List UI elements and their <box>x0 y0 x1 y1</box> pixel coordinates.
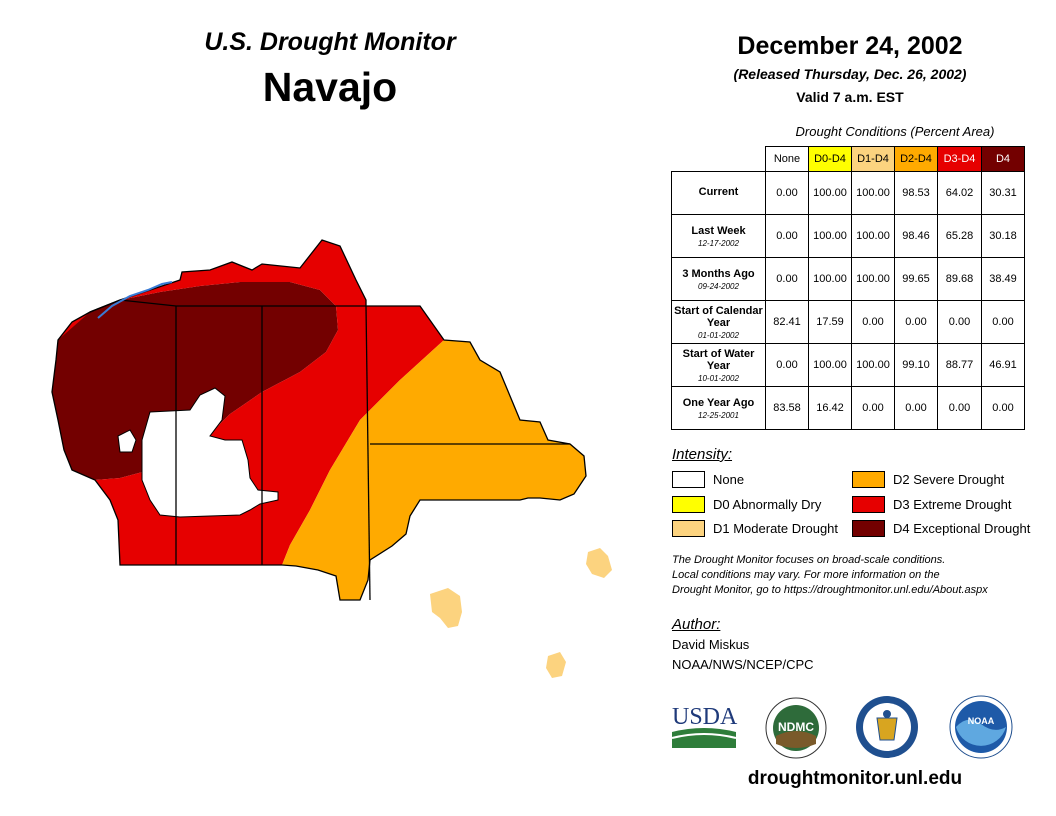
cell-value: 83.58 <box>765 386 809 430</box>
legend-item-d3: D3 Extreme Drought <box>852 496 1012 513</box>
cell-value: 100.00 <box>808 343 852 387</box>
region-none-pocket <box>117 429 137 453</box>
cell-value: 30.18 <box>981 214 1025 258</box>
cell-value: 98.53 <box>894 171 938 215</box>
table-row: One Year Ago 12-25-2001 83.58 16.42 0.00 … <box>671 386 1025 430</box>
drought-stats-table: None D0-D4 D1-D4 D2-D4 D3-D4 D4 Current … <box>671 146 1025 430</box>
cell-value: 98.46 <box>894 214 938 258</box>
valid-time: Valid 7 a.m. EST <box>796 89 904 105</box>
cell-value: 0.00 <box>937 300 982 344</box>
cell-value: 0.00 <box>981 300 1025 344</box>
cell-value: 38.49 <box>981 257 1025 301</box>
cell-value: 0.00 <box>851 386 895 430</box>
cell-value: 16.42 <box>808 386 852 430</box>
legend-swatch <box>672 496 705 513</box>
legend-swatch <box>672 471 705 488</box>
legend-swatch <box>852 520 885 537</box>
cell-value: 100.00 <box>808 171 852 215</box>
row-label: Current <box>671 171 766 215</box>
legend-item-d4: D4 Exceptional Drought <box>852 520 1030 537</box>
cell-value: 0.00 <box>894 300 938 344</box>
row-label: One Year Ago 12-25-2001 <box>671 386 766 430</box>
legend-swatch <box>852 496 885 513</box>
author-org: NOAA/NWS/NCEP/CPC <box>672 657 814 672</box>
cell-value: 65.28 <box>937 214 982 258</box>
cell-value: 100.00 <box>851 257 895 301</box>
col-header: D2-D4 <box>894 146 938 172</box>
legend-item-d0: D0 Abnormally Dry <box>672 496 821 513</box>
cell-value: 64.02 <box>937 171 982 215</box>
map-date: December 24, 2002 <box>737 32 963 60</box>
region-title: Navajo <box>262 64 398 110</box>
row-label: 3 Months Ago 09-24-2002 <box>671 257 766 301</box>
cell-value: 82.41 <box>765 300 809 344</box>
cell-value: 100.00 <box>851 214 895 258</box>
author-title: Author: <box>672 616 721 633</box>
table-row: 3 Months Ago 09-24-2002 0.00 100.00 100.0… <box>671 257 1025 301</box>
col-header: D1-D4 <box>851 146 895 172</box>
map-title: U.S. Drought Monitor <box>204 28 456 56</box>
region-d1-island <box>546 652 566 678</box>
table-row: Last Week 12-17-2002 0.00 100.00 100.00 9… <box>671 214 1025 258</box>
legend-item-none: None <box>672 471 744 488</box>
region-d1-island <box>430 588 462 628</box>
svg-text:USDA: USDA <box>672 704 738 730</box>
release-date: (Released Thursday, Dec. 26, 2002) <box>733 66 967 82</box>
cell-value: 46.91 <box>981 343 1025 387</box>
cell-value: 100.00 <box>808 257 852 301</box>
cell-value: 0.00 <box>765 171 809 215</box>
drought-map <box>51 239 612 678</box>
legend-item-d2: D2 Severe Drought <box>852 471 1004 488</box>
county-boundaries <box>51 239 587 601</box>
row-label: Last Week 12-17-2002 <box>671 214 766 258</box>
cell-value: 0.00 <box>851 300 895 344</box>
disclaimer-note: The Drought Monitor focuses on broad-sca… <box>672 554 988 596</box>
legend-swatch <box>852 471 885 488</box>
ndmc-logo: NDMC <box>765 697 827 759</box>
cell-value: 0.00 <box>765 343 809 387</box>
col-header: D3-D4 <box>937 146 982 172</box>
row-label: Start of Water Year 10-01-2002 <box>671 343 766 387</box>
cell-value: 100.00 <box>851 171 895 215</box>
cell-value: 0.00 <box>894 386 938 430</box>
noaa-logo: NOAA <box>949 695 1013 759</box>
col-header: D0-D4 <box>808 146 852 172</box>
cell-value: 0.00 <box>937 386 982 430</box>
legend-title: Intensity: <box>672 446 733 463</box>
cell-value: 0.00 <box>765 214 809 258</box>
table-row: Start of Water Year 10-01-2002 0.00 100.0… <box>671 343 1025 387</box>
table-row: Start of Calendar Year 01-01-2002 82.41 1… <box>671 300 1025 344</box>
website-link[interactable]: droughtmonitor.unl.edu <box>747 768 963 789</box>
legend-swatch <box>672 520 705 537</box>
colorado-river <box>97 281 173 319</box>
cell-value: 99.65 <box>894 257 938 301</box>
svg-text:NDMC: NDMC <box>778 720 814 734</box>
table-header-row: None D0-D4 D1-D4 D2-D4 D3-D4 D4 <box>672 146 1025 172</box>
cell-value: 30.31 <box>981 171 1025 215</box>
cell-value: 100.00 <box>808 214 852 258</box>
row-label: Start of Calendar Year 01-01-2002 <box>671 300 766 344</box>
cell-value: 100.00 <box>851 343 895 387</box>
author-name: David Miskus <box>672 637 750 652</box>
cell-value: 0.00 <box>981 386 1025 430</box>
col-header: D4 <box>981 146 1025 172</box>
cell-value: 88.77 <box>937 343 982 387</box>
cell-value: 17.59 <box>808 300 852 344</box>
region-d2 <box>282 340 586 600</box>
usda-logo: USDA <box>671 704 738 748</box>
col-header: None <box>765 146 809 172</box>
cell-value: 89.68 <box>937 257 982 301</box>
cell-value: 0.00 <box>765 257 809 301</box>
commerce-seal-logo <box>856 696 918 758</box>
region-d1-island <box>586 548 612 578</box>
cell-value: 99.10 <box>894 343 938 387</box>
legend-item-d1: D1 Moderate Drought <box>672 520 838 537</box>
table-row: Current 0.00 100.00 100.00 98.53 64.02 3… <box>671 171 1025 215</box>
table-title: Drought Conditions (Percent Area) <box>795 124 995 139</box>
svg-text:NOAA: NOAA <box>968 716 995 726</box>
region-d4 <box>52 282 338 480</box>
map-regions <box>52 240 612 678</box>
